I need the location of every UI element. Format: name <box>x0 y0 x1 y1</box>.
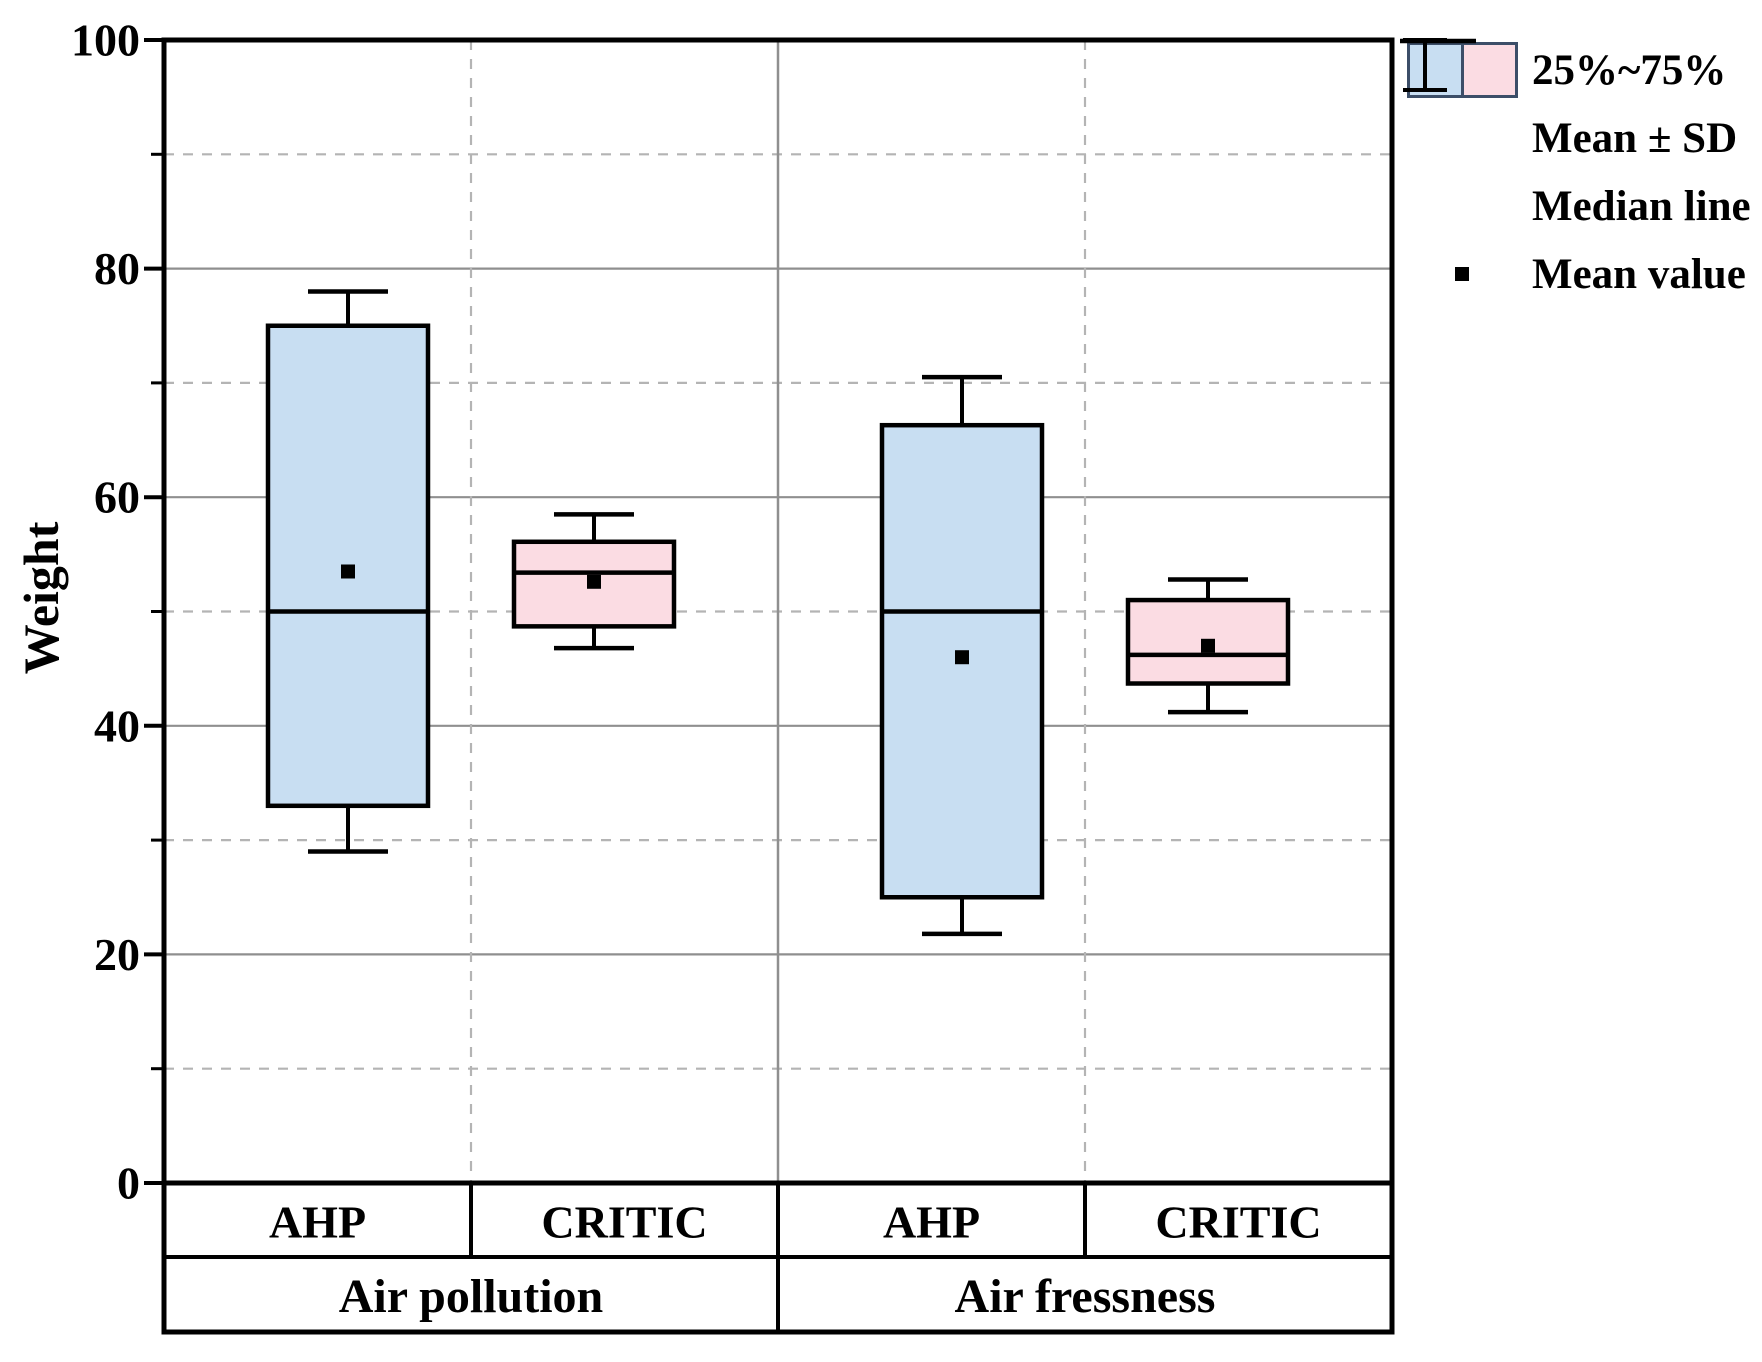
boxplot-air-pollution-ahp <box>265 289 431 854</box>
boxplot-air-fressness-critic <box>1125 577 1291 715</box>
legend-row-iqr: 25%~75% <box>1398 36 1751 104</box>
x-method-label: AHP <box>883 1197 980 1248</box>
legend-row-mean-value: Mean value <box>1398 240 1751 308</box>
mean-marker <box>955 650 969 665</box>
iqr-box <box>265 323 431 809</box>
x-group-label: Air fressness <box>955 1270 1216 1323</box>
mean-marker <box>341 564 355 579</box>
boxplot-air-fressness-ahp <box>879 374 1045 937</box>
legend-row-mean-sd: Mean ± SD <box>1398 38 1751 172</box>
y-tick-label: 0 <box>117 1158 140 1209</box>
y-tick-label: 80 <box>94 243 140 294</box>
y-tick-label: 100 <box>71 15 140 66</box>
legend-label-mean-sd: Mean ± SD <box>1532 114 1738 162</box>
mean-square-glyph <box>1455 267 1469 281</box>
legend-row-median: Median line <box>1398 38 1751 240</box>
legend: 25%~75% Mean ± SD Median line <box>1398 36 1751 308</box>
x-method-label: AHP <box>269 1197 366 1248</box>
mean-marker <box>1201 638 1215 653</box>
boxplot-air-pollution-critic <box>511 512 677 651</box>
legend-label-iqr: 25%~75% <box>1532 46 1727 94</box>
box-pair-icon <box>1398 42 1526 98</box>
median-line-glyph <box>1400 38 1476 44</box>
y-tick-label: 60 <box>94 472 140 523</box>
pink-box-swatch <box>1460 42 1518 98</box>
legend-label-median: Median line <box>1532 182 1751 230</box>
mean-square-icon <box>1398 267 1526 281</box>
x-method-label: CRITIC <box>541 1197 707 1248</box>
x-method-label: CRITIC <box>1155 1197 1321 1248</box>
y-tick-label: 20 <box>94 929 140 980</box>
y-axis-title: Weight <box>13 521 69 675</box>
x-group-label: Air pollution <box>339 1270 604 1323</box>
y-tick-label: 40 <box>94 700 140 751</box>
mean-marker <box>587 574 601 589</box>
legend-label-mean-value: Mean value <box>1532 250 1746 298</box>
